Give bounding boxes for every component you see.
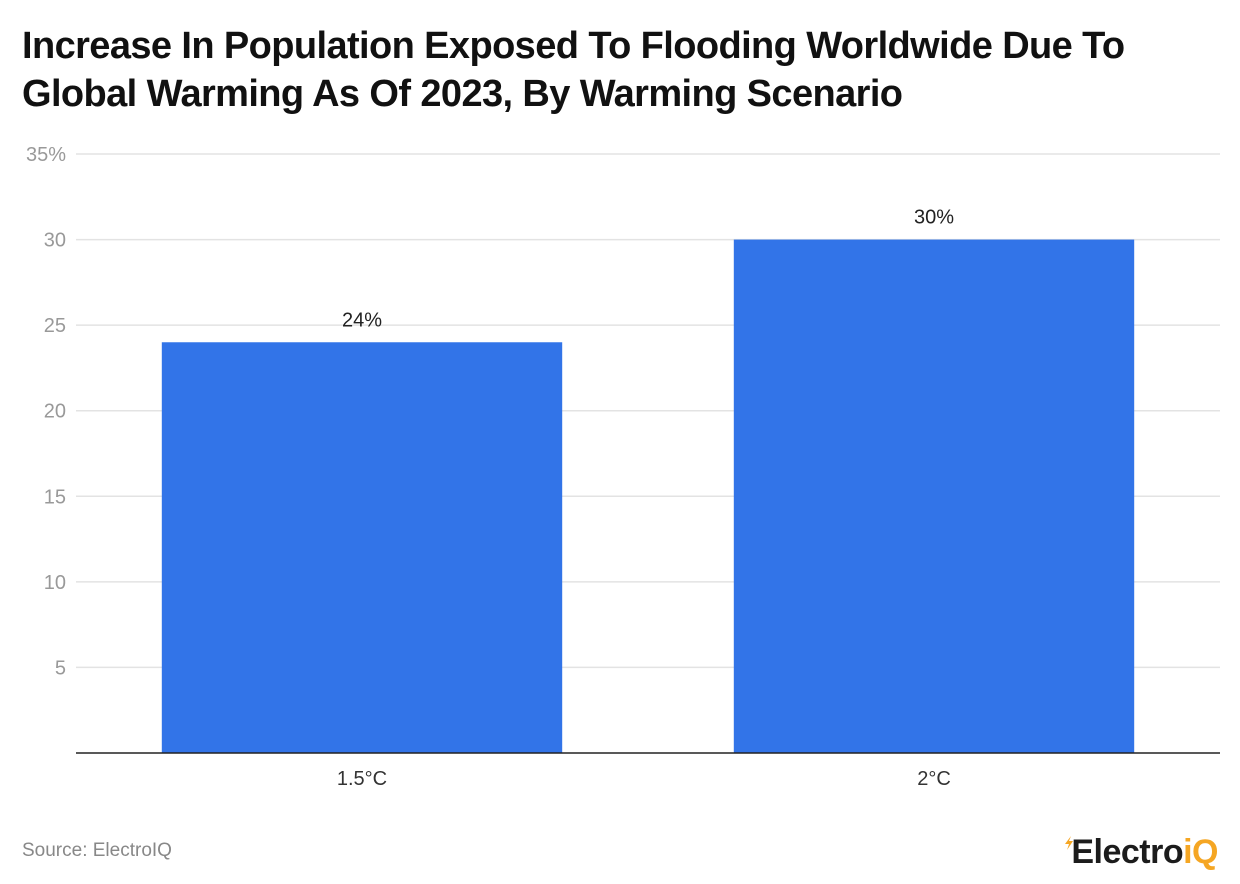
y-tick-label: 5: [55, 657, 66, 679]
x-tick-label: 2°C: [917, 768, 951, 790]
y-tick-label: 25: [44, 315, 66, 337]
bolt-icon: [1065, 836, 1074, 850]
y-tick-label: 15: [44, 486, 66, 508]
bar: [161, 342, 563, 753]
y-axis-ticks: 35% 30 25 20 15 10 5: [26, 144, 66, 679]
bars: [161, 239, 1135, 754]
x-tick-label: 1.5°C: [337, 768, 387, 790]
electroiq-logo: ElectroiQ: [1065, 830, 1218, 874]
y-tick-label: 10: [44, 572, 66, 594]
y-tick-label: 20: [44, 401, 66, 423]
bar: [733, 239, 1135, 754]
y-tick-label: 35%: [26, 144, 66, 166]
source-note: Source: ElectroIQ: [22, 840, 172, 861]
data-label: 30%: [914, 207, 954, 229]
logo-text-accent: iQ: [1183, 833, 1218, 871]
data-label: 24%: [342, 309, 382, 331]
logo-text-main: Electro: [1071, 833, 1184, 871]
y-tick-label: 30: [44, 230, 66, 252]
x-axis-ticks: 1.5°C 2°C: [337, 768, 951, 790]
data-labels: 24% 30%: [342, 207, 954, 332]
chart-title: Increase In Population Exposed To Floodi…: [22, 25, 1125, 115]
